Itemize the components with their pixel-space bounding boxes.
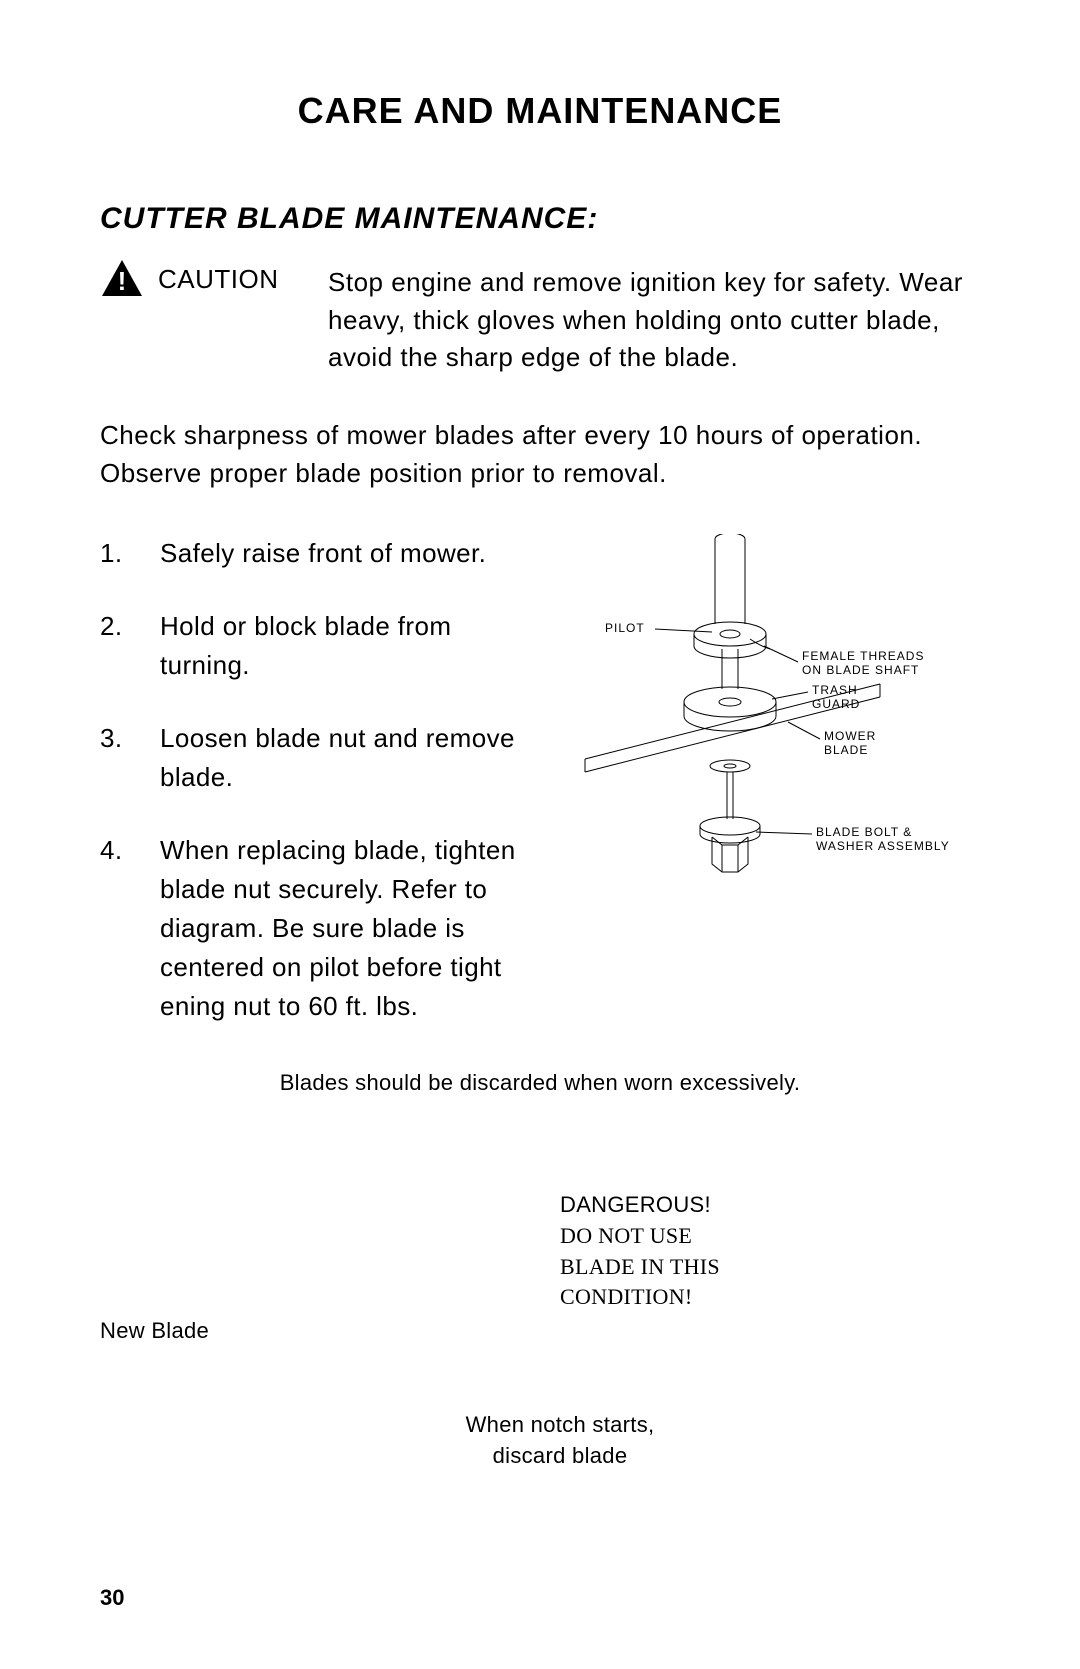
diagram-label-bolt-2: WASHER ASSEMBLY [816,839,950,853]
steps-and-diagram: 1. Safely raise front of mower. 2. Hold … [100,534,980,1060]
svg-text:!: ! [118,266,127,296]
step-text: Safely raise front of mower. [160,534,530,573]
step-item: 1. Safely raise front of mower. [100,534,530,573]
new-blade-label: New Blade [100,1318,209,1344]
discard-note: Blades should be discarded when worn exc… [100,1070,980,1096]
danger-line: DANGEROUS! [560,1190,820,1221]
diagram-label-bolt-1: BLADE BOLT & [816,825,912,839]
section-title: CUTTER BLADE MAINTENANCE: [100,202,980,236]
danger-line: BLADE IN THIS [560,1252,820,1283]
caution-text: Stop engine and remove ignition key for … [328,264,980,377]
step-item: 2. Hold or block blade from turning. [100,607,530,685]
step-number: 3. [100,719,160,797]
blade-assembly-diagram: PILOT FEMALE THREADS ON BLADE SHAFT TRAS… [530,534,980,939]
intro-text: Check sharpness of mower blades after ev… [100,417,980,492]
danger-line: DO NOT USE [560,1221,820,1252]
step-text: Loosen blade nut and remove blade. [160,719,530,797]
diagram-label-mower-2: BLADE [824,743,868,757]
diagram-label-threads-2: ON BLADE SHAFT [802,663,919,677]
diagram-label-threads-1: FEMALE THREADS [802,649,924,663]
page-title: CARE AND MAINTENANCE [100,90,980,132]
diagram-label-pilot: PILOT [605,621,645,635]
step-item: 4. When replacing blade, tighten blade n… [100,831,530,1026]
diagram-label-trash-2: GUARD [812,697,860,711]
page-number: 30 [100,1585,124,1611]
caution-label: CAUTION [158,264,328,295]
step-number: 1. [100,534,160,573]
steps-list: 1. Safely raise front of mower. 2. Hold … [100,534,530,1060]
danger-warning: DANGEROUS! DO NOT USE BLADE IN THIS COND… [560,1190,820,1313]
step-text: When replacing blade, tighten blade nut … [160,831,530,1026]
notch-label-line: discard blade [430,1441,690,1472]
warning-icon: ! [100,258,144,305]
danger-line: CONDITION! [560,1282,820,1313]
diagram-label-mower-1: MOWER [824,729,876,743]
step-number: 2. [100,607,160,685]
diagram-label-trash-1: TRASH [812,683,858,697]
step-item: 3. Loosen blade nut and remove blade. [100,719,530,797]
caution-block: ! CAUTION Stop engine and remove ignitio… [100,264,980,377]
notch-label: When notch starts, discard blade [430,1410,690,1472]
step-text: Hold or block blade from turning. [160,607,530,685]
notch-label-line: When notch starts, [430,1410,690,1441]
step-number: 4. [100,831,160,1026]
